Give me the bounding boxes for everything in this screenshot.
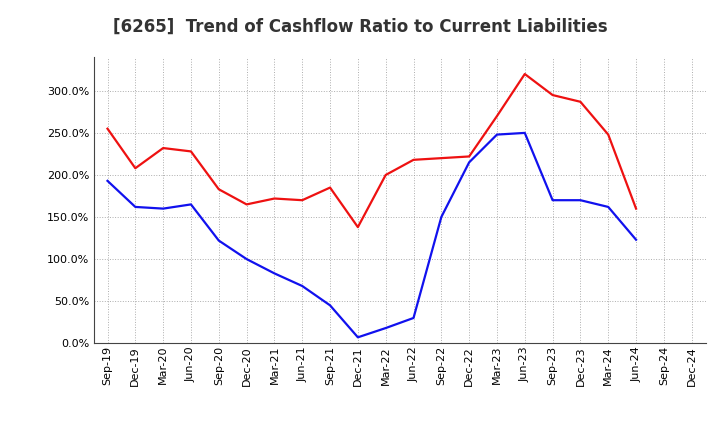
Text: [6265]  Trend of Cashflow Ratio to Current Liabilities: [6265] Trend of Cashflow Ratio to Curren… xyxy=(113,18,607,36)
Line: Operating CF to Current Liabilities: Operating CF to Current Liabilities xyxy=(107,74,636,227)
Free CF to Current Liabilities xyxy=(382,326,390,331)
Operating CF to Current Liabilities xyxy=(159,145,168,150)
Free CF to Current Liabilities xyxy=(409,315,418,321)
Operating CF to Current Liabilities xyxy=(437,155,446,161)
Operating CF to Current Liabilities xyxy=(325,185,334,190)
Free CF to Current Liabilities xyxy=(186,202,195,207)
Operating CF to Current Liabilities xyxy=(409,157,418,162)
Free CF to Current Liabilities xyxy=(103,178,112,183)
Operating CF to Current Liabilities xyxy=(103,126,112,131)
Free CF to Current Liabilities xyxy=(215,238,223,243)
Free CF to Current Liabilities xyxy=(604,204,613,209)
Operating CF to Current Liabilities xyxy=(492,114,501,119)
Operating CF to Current Liabilities xyxy=(382,172,390,178)
Free CF to Current Liabilities xyxy=(270,271,279,276)
Free CF to Current Liabilities xyxy=(354,335,362,340)
Operating CF to Current Liabilities xyxy=(131,165,140,171)
Operating CF to Current Liabilities xyxy=(354,224,362,230)
Operating CF to Current Liabilities xyxy=(631,206,640,211)
Operating CF to Current Liabilities xyxy=(549,92,557,98)
Operating CF to Current Liabilities xyxy=(521,71,529,77)
Free CF to Current Liabilities xyxy=(437,214,446,220)
Free CF to Current Liabilities xyxy=(298,283,307,289)
Free CF to Current Liabilities xyxy=(465,160,474,165)
Free CF to Current Liabilities xyxy=(242,257,251,262)
Operating CF to Current Liabilities xyxy=(576,99,585,104)
Operating CF to Current Liabilities xyxy=(186,149,195,154)
Free CF to Current Liabilities xyxy=(549,198,557,203)
Free CF to Current Liabilities xyxy=(521,130,529,136)
Operating CF to Current Liabilities xyxy=(604,132,613,137)
Operating CF to Current Liabilities xyxy=(270,196,279,201)
Free CF to Current Liabilities xyxy=(631,237,640,242)
Operating CF to Current Liabilities xyxy=(242,202,251,207)
Free CF to Current Liabilities xyxy=(159,206,168,211)
Operating CF to Current Liabilities xyxy=(215,187,223,192)
Free CF to Current Liabilities xyxy=(325,303,334,308)
Operating CF to Current Liabilities xyxy=(298,198,307,203)
Free CF to Current Liabilities xyxy=(576,198,585,203)
Free CF to Current Liabilities xyxy=(131,204,140,209)
Line: Free CF to Current Liabilities: Free CF to Current Liabilities xyxy=(107,133,636,337)
Operating CF to Current Liabilities xyxy=(465,154,474,159)
Free CF to Current Liabilities xyxy=(492,132,501,137)
